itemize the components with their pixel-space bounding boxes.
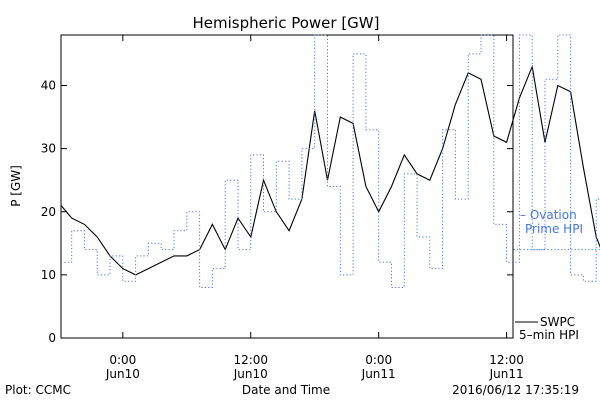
x-tick-label-time: 12:00: [233, 353, 268, 367]
plot-frame: [60, 34, 514, 339]
y-axis-label: P [GW]: [9, 165, 23, 207]
plot-credit: Plot: CCMC: [5, 383, 71, 397]
legend-swpc-line2: 5–min HPI: [519, 328, 579, 342]
x-tick-label-time: 0:00: [109, 353, 136, 367]
x-tick-label-date: Jun11: [489, 367, 524, 381]
plot-area: 0102030400:00Jun1012:00Jun100:00Jun1112:…: [41, 34, 600, 381]
x-tick-label-date: Jun10: [233, 367, 268, 381]
y-tick-label: 20: [41, 205, 56, 219]
x-tick-label-time: 0:00: [365, 353, 392, 367]
x-tick-label-date: Jun10: [105, 367, 140, 381]
y-tick-label: 0: [48, 331, 56, 345]
y-tick-label: 10: [41, 268, 56, 282]
x-tick-label-time: 12:00: [489, 353, 524, 367]
y-tick-label: 30: [41, 142, 56, 156]
plot-timestamp: 2016/06/12 17:35:19: [452, 383, 579, 397]
y-tick-label: 40: [41, 79, 56, 93]
series-swpc-line: [60, 64, 600, 276]
x-tick-label-date: Jun11: [361, 367, 396, 381]
legend-swpc-line1: SWPC: [540, 315, 575, 329]
chart-title: Hemispheric Power [GW]: [193, 14, 380, 32]
legend-ovation-line2: Prime HPI: [525, 222, 583, 236]
legend-ovation-line1: – Ovation: [520, 208, 577, 222]
x-axis-label: Date and Time: [242, 383, 330, 397]
series-ovation-line: [61, 34, 600, 288]
